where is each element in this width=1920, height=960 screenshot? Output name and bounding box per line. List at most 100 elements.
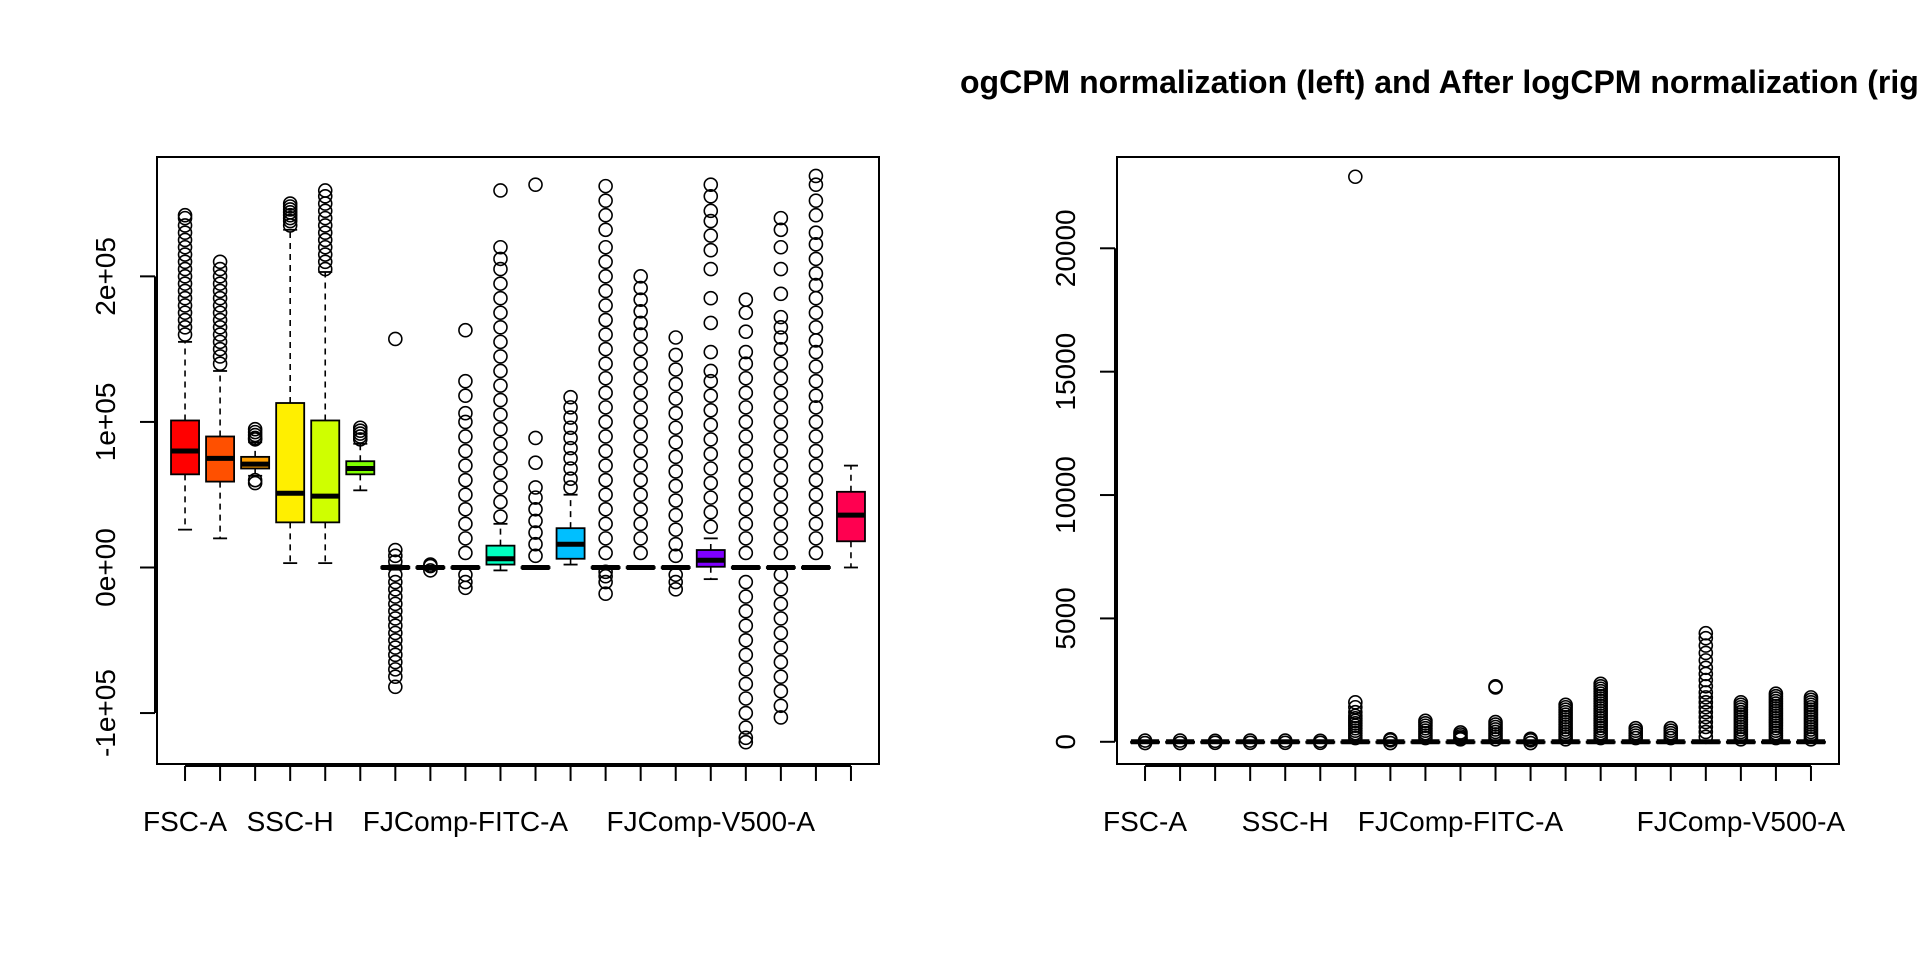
right-y-tick-label: 20000 <box>1050 209 1081 287</box>
outlier-point <box>598 254 613 270</box>
outlier-point <box>247 472 263 488</box>
outlier-point <box>703 290 719 306</box>
outlier-point <box>808 320 824 335</box>
outlier-point <box>212 341 228 357</box>
outlier-point <box>458 414 473 430</box>
right-box-16 <box>1655 720 1686 746</box>
outlier-point <box>773 516 789 532</box>
outlier-point <box>773 414 789 430</box>
outlier-point <box>598 516 613 532</box>
outlier-point <box>388 603 403 619</box>
outlier-point <box>598 564 613 580</box>
outlier-point <box>808 443 824 459</box>
outlier-point <box>177 210 193 226</box>
outlier-point <box>773 443 789 459</box>
outlier-point <box>317 254 333 270</box>
outlier-point <box>598 545 613 561</box>
outlier-point <box>1698 704 1714 720</box>
outlier-point <box>1698 714 1714 730</box>
left-box-13 <box>590 178 621 601</box>
left-box-20 <box>836 464 866 569</box>
right-box-13 <box>1550 697 1581 747</box>
outlier-point <box>598 327 613 342</box>
outlier-point <box>633 429 648 444</box>
left-y-tick-label: 2e+05 <box>90 237 121 316</box>
outlier-point <box>738 370 754 386</box>
outlier-point <box>493 320 508 335</box>
left-box-18 <box>765 210 796 725</box>
outlier-point <box>388 669 403 684</box>
outlier-point <box>773 330 789 345</box>
outlier-point <box>773 286 789 302</box>
outlier-point <box>703 432 719 447</box>
outlier-point <box>738 632 754 648</box>
outlier-point <box>773 545 789 561</box>
outlier-point <box>247 432 263 447</box>
outlier-point <box>633 370 648 386</box>
outlier-point <box>388 548 403 564</box>
outlier-point <box>808 344 824 360</box>
outlier-point <box>668 478 684 494</box>
outlier-point <box>738 662 754 677</box>
outlier-point <box>808 333 824 348</box>
outlier-point <box>212 349 228 364</box>
left-box-3 <box>240 421 271 491</box>
outlier-point <box>703 344 719 360</box>
outlier-point <box>212 356 228 372</box>
outlier-point <box>177 327 193 342</box>
outlier-point <box>1698 690 1714 705</box>
left-box-10 <box>485 183 516 572</box>
outlier-point <box>317 218 333 233</box>
outlier-point <box>1698 638 1714 653</box>
box-iqr <box>310 419 341 524</box>
outlier-point <box>528 548 543 564</box>
outlier-point <box>598 207 613 223</box>
outlier-point <box>528 525 543 540</box>
outlier-point <box>703 315 719 331</box>
outlier-point <box>563 461 578 476</box>
outlier-point <box>808 400 824 415</box>
outlier-point <box>738 472 754 488</box>
outlier-point <box>528 501 543 517</box>
outlier-point <box>738 734 754 750</box>
outlier-point <box>773 239 789 255</box>
right-boxes <box>1130 169 1826 751</box>
outlier-point <box>738 458 754 473</box>
outlier-point <box>773 341 789 357</box>
right-y-axis: 0 5000 10000 15000 20000 <box>1050 209 1116 750</box>
right-y-tick-label: 15000 <box>1050 333 1081 411</box>
outlier-point <box>1628 730 1644 746</box>
outlier-point <box>773 222 789 238</box>
outlier-point <box>458 516 473 532</box>
right-box-2 <box>1165 733 1196 751</box>
right-box-6 <box>1305 733 1336 751</box>
outlier-point <box>773 320 789 335</box>
outlier-point <box>773 501 789 517</box>
outlier-point <box>738 618 754 634</box>
outlier-point <box>458 501 473 517</box>
outlier-point <box>598 501 613 517</box>
outlier-point <box>458 531 473 546</box>
outlier-point <box>738 705 754 721</box>
outlier-point <box>317 203 333 219</box>
outlier-point <box>563 471 578 486</box>
outlier-point <box>738 324 754 339</box>
right-boxplot-panel: 0 5000 10000 15000 20000 FSC-A SSC-H FJComp-FI… <box>1050 156 1845 837</box>
outlier-point <box>1733 732 1749 747</box>
outlier-point <box>808 472 824 488</box>
outlier-point <box>598 443 613 459</box>
outlier-point <box>598 568 613 584</box>
outlier-point <box>598 458 613 473</box>
outlier-point <box>598 472 613 488</box>
left-box-8 <box>415 557 446 578</box>
right-y-tick-label: 5000 <box>1050 587 1081 649</box>
outlier-point <box>808 193 824 208</box>
outlier-point <box>493 407 508 422</box>
outlier-point <box>668 420 684 436</box>
outlier-point <box>317 247 333 262</box>
left-y-axis: -1e+05 0e+00 1e+05 2e+05 <box>90 237 156 757</box>
right-box-1 <box>1130 733 1160 751</box>
outlier-point <box>773 261 789 277</box>
outlier-point <box>703 388 719 404</box>
outlier-point <box>668 507 684 523</box>
